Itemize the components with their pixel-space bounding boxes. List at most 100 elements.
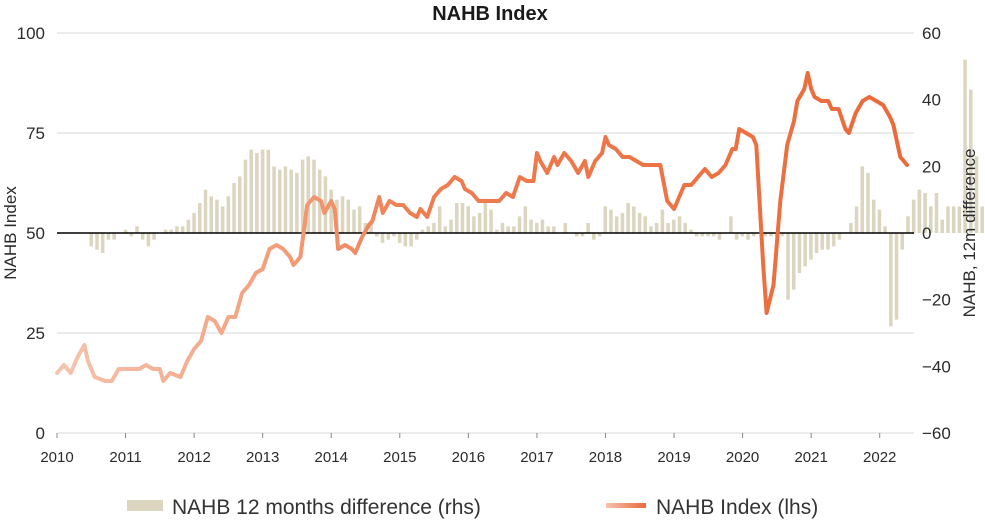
diff-bar [837,233,842,240]
diff-bar [883,226,887,233]
diff-bar [689,229,693,233]
diff-bar [763,233,767,237]
diff-bar [112,233,116,240]
left-tick-label: 75 [26,124,45,143]
diff-bar [574,233,579,237]
diff-bar [215,199,219,233]
diff-bar [826,233,830,250]
legend-bar-swatch [127,500,163,511]
diff-bar [929,206,933,233]
diff-bar [483,203,488,233]
diff-bar [260,149,265,233]
diff-bar [974,156,979,233]
diff-bar [175,226,179,233]
diff-bar [803,233,807,267]
diff-bar [980,206,984,233]
diff-bar [906,216,910,233]
diff-bar [734,233,739,240]
diff-bar [746,233,750,240]
diff-bar [603,206,608,233]
diff-bar [163,229,168,233]
right-tick-label: −40 [922,357,951,376]
diff-bar [877,209,882,233]
left-tick-label: 100 [17,24,45,43]
diff-bar [266,149,271,233]
diff-bar [209,196,213,233]
diff-bar [420,229,425,233]
diff-bar [860,166,865,233]
diff-bar [717,233,722,240]
diff-bar [894,233,899,320]
diff-bar [397,233,402,243]
diff-bar [169,229,174,233]
diff-bar [889,233,893,327]
diff-bar [586,223,590,233]
diff-bar [643,216,648,233]
diff-bar [140,233,145,240]
diff-bar [455,203,459,233]
diff-bar [660,209,665,233]
diff-bar [854,206,859,233]
diff-bar [506,226,510,233]
diff-bar [272,166,276,233]
diff-bar [849,223,853,233]
diff-bar [694,233,699,237]
diff-bar [957,206,962,233]
diff-bar [654,223,659,233]
diff-bar [546,226,550,233]
diff-bar [283,166,288,233]
diff-bar [712,233,716,237]
diff-bar [357,206,362,233]
diff-bar [540,219,545,233]
diff-bar [809,233,813,260]
diff-bar [472,216,476,233]
diff-bar [649,226,653,233]
diff-bar [129,233,134,237]
diff-bar [295,173,299,233]
diff-bar [306,156,311,233]
diff-bar [226,196,231,233]
diff-bar [963,59,967,233]
diff-bar [237,176,242,233]
right-axis-title: NAHB, 12m difference [960,149,979,318]
x-tick-label: 2020 [726,449,759,466]
diff-bar [95,233,99,250]
legend-line-label: NAHB Index (lhs) [656,496,818,519]
x-tick-label: 2011 [109,449,141,466]
diff-bar [706,233,710,237]
diff-bar [192,213,196,233]
diff-bar [500,223,505,233]
diff-bar [477,213,482,233]
diff-bar [831,233,836,247]
diff-bar [300,159,305,233]
diff-bar [512,226,516,233]
diff-bar [597,233,602,237]
diff-bar [780,233,785,237]
legend-bar-label: NAHB 12 months difference (rhs) [172,496,481,519]
diff-bar [489,209,493,233]
diff-bar [392,233,396,237]
x-tick-label: 2016 [452,449,485,466]
diff-bar [329,189,333,233]
diff-bar [198,203,202,233]
diff-bar [203,189,208,233]
diff-bar [900,233,905,250]
diff-bar [449,219,453,233]
left-tick-label: 25 [26,324,45,343]
diff-bar [552,226,556,233]
diff-bar [369,223,373,233]
diff-bar [866,173,870,233]
right-tick-label: 0 [922,224,931,243]
diff-bar [751,233,756,237]
x-tick-label: 2012 [177,449,210,466]
diff-bar [375,233,379,237]
diff-bar [923,193,927,233]
diff-bar [791,233,796,290]
diff-bar [523,206,528,233]
diff-bar [637,213,642,233]
diff-bar [534,223,539,233]
diff-bar [443,226,448,233]
x-tick-label: 2019 [657,449,690,466]
diff-bar [249,149,253,233]
